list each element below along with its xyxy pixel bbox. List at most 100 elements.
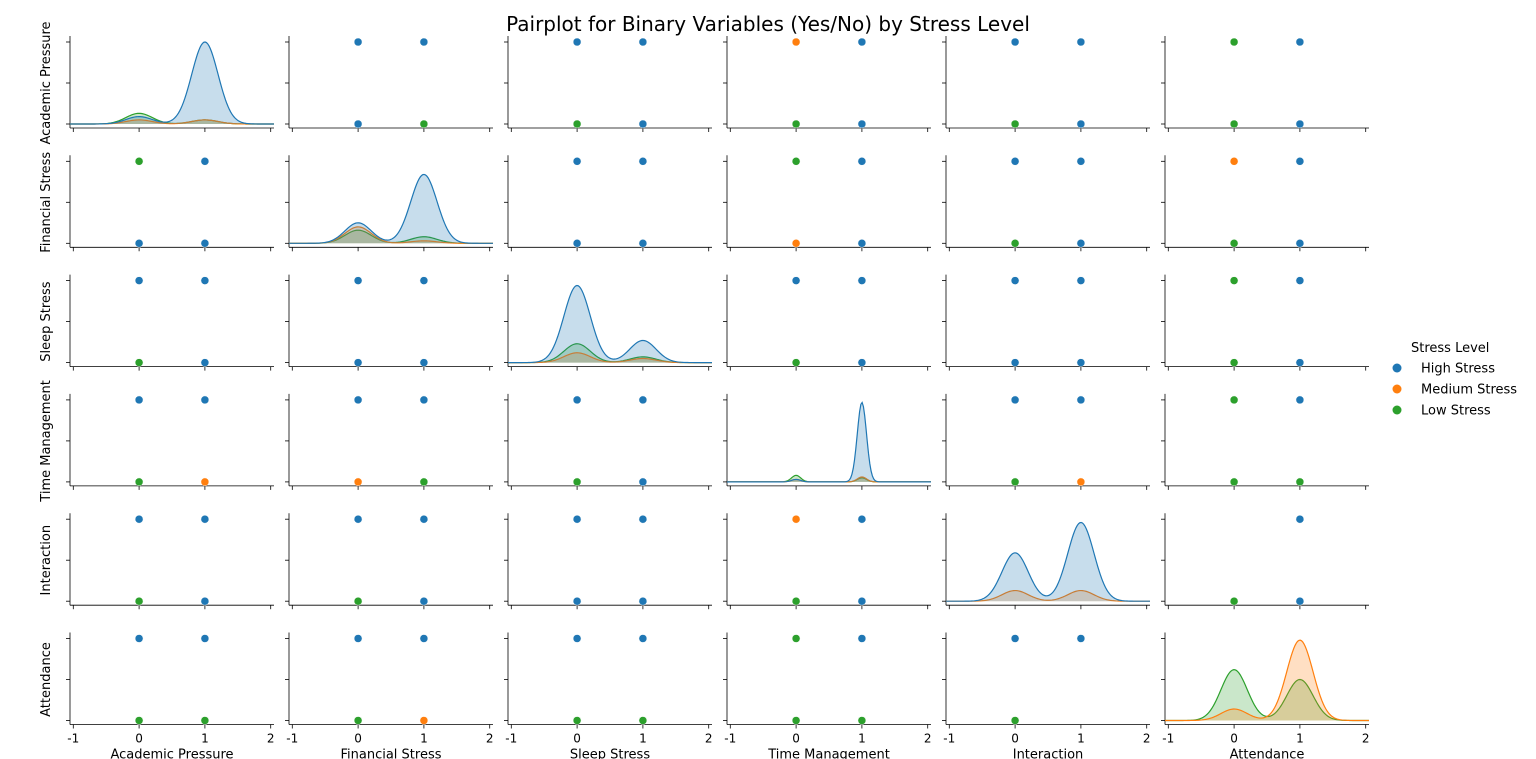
x-tick-label: -1 [724,732,736,746]
scatter-point-low-stress [1229,596,1239,606]
x-tick-label: 0 [354,732,362,746]
panel-academic-pressure-vs-sleep-stress [504,36,712,132]
scatter-point-high-stress [419,514,429,524]
scatter-point-high-stress [419,634,429,643]
scatter-point-low-stress [419,477,429,487]
scatter-point-high-stress [1076,37,1086,47]
scatter-point-high-stress [419,276,429,285]
scatter-point-medium-stress [1229,157,1239,166]
panel-academic-pressure-vs-academic-pressure: Academic Pressure [39,21,274,145]
panel-attendance-vs-interaction: -1 0 1 2 Interaction [942,632,1151,759]
scatter-point-low-stress [791,358,801,367]
legend-label-medium-stress: Medium Stress [1421,383,1517,398]
x-axis-label: Academic Pressure [110,748,233,759]
kde-fill-medium-stress [727,476,931,482]
panel-interaction-vs-time-management [723,513,931,610]
scatter-point-high-stress [419,37,429,47]
scatter-point-high-stress [857,157,867,166]
x-tick-label: 1 [1077,732,1085,746]
scatter-point-medium-stress [419,716,429,725]
panel-sleep-stress-vs-financial-stress [285,274,493,371]
kde-line-high-stress [727,401,931,483]
scatter-point-high-stress [134,239,144,248]
x-tick-label: 0 [135,732,143,746]
scatter-point-low-stress [857,716,867,725]
scatter-point-high-stress [1010,157,1020,166]
kde-line-low-stress [1165,669,1369,722]
panel-interaction-vs-sleep-stress [504,513,712,610]
scatter-point-high-stress [1076,239,1086,248]
scatter-point-high-stress [200,358,210,367]
kde-fill-low-stress [508,343,712,363]
scatter-point-high-stress [857,37,867,47]
x-tick-label: 0 [573,732,581,746]
x-axis-label: Attendance [1230,748,1305,759]
scatter-point-high-stress [1076,634,1086,643]
scatter-point-low-stress [572,119,582,129]
scatter-point-medium-stress [353,477,363,487]
scatter-point-high-stress [857,514,867,524]
panel-interaction-vs-academic-pressure: Interaction [39,513,274,610]
scatter-point-high-stress [134,514,144,524]
x-tick-label: -1 [943,732,955,746]
scatter-point-low-stress [791,596,801,606]
x-tick-label: 0 [1230,732,1238,746]
scatter-point-medium-stress [1076,477,1086,487]
scatter-point-high-stress [1010,395,1020,405]
panel-financial-stress-vs-attendance [1161,155,1369,252]
kde-fill-high-stress [289,174,493,244]
scatter-point-high-stress [857,358,867,367]
scatter-point-low-stress [1295,477,1305,487]
scatter-point-low-stress [572,716,582,725]
panel-sleep-stress-vs-attendance [1161,274,1369,371]
kde-fill-high-stress [727,402,931,482]
kde-line-medium-stress [727,476,931,483]
scatter-point-low-stress [1229,395,1239,405]
kde-fill-high-stress [508,285,712,363]
scatter-point-high-stress [200,596,210,606]
legend-marker-high-stress [1392,363,1402,373]
panel-time-management-vs-time-management [723,393,931,490]
scatter-point-high-stress [1295,596,1305,606]
x-tick-label: 1 [639,732,647,746]
panel-time-management-vs-sleep-stress [504,393,712,490]
panel-academic-pressure-vs-financial-stress [285,36,493,132]
kde-fill-medium-stress [1165,640,1369,721]
scatter-point-high-stress [857,596,867,606]
scatter-point-high-stress [353,634,363,643]
panel-financial-stress-vs-time-management [723,155,931,252]
kde-line-high-stress [70,41,274,125]
scatter-point-high-stress [572,239,582,248]
scatter-point-low-stress [791,634,801,643]
scatter-point-high-stress [638,514,648,524]
scatter-point-high-stress [1295,239,1305,248]
x-tick-label: 2 [1143,732,1151,746]
kde-line-medium-stress [1165,639,1369,722]
x-tick-label: 1 [201,732,209,746]
scatter-point-high-stress [857,239,867,248]
kde-fill-medium-stress [508,352,712,363]
panel-attendance-vs-time-management: -1 0 1 2 Time Management [723,632,932,759]
scatter-point-low-stress [1229,119,1239,129]
scatter-point-high-stress [1010,634,1020,643]
scatter-point-high-stress [638,37,648,47]
scatter-point-high-stress [638,634,648,643]
panel-attendance-vs-attendance: -1 0 1 2 Attendance [1161,632,1370,759]
kde-line-low-stress [727,474,931,483]
scatter-point-high-stress [572,514,582,524]
scatter-point-high-stress [200,395,210,405]
scatter-point-high-stress [857,276,867,285]
x-tick-label: 2 [705,732,713,746]
x-tick-label: -1 [286,732,298,746]
scatter-point-high-stress [572,37,582,47]
scatter-point-low-stress [572,477,582,487]
kde-fill-high-stress [70,42,274,125]
panel-attendance-vs-financial-stress: -1 0 1 2 Financial Stress [285,632,494,759]
scatter-point-high-stress [200,157,210,166]
scatter-point-high-stress [1295,37,1305,47]
scatter-point-high-stress [638,477,648,487]
scatter-point-high-stress [419,596,429,606]
scatter-point-low-stress [1229,477,1239,487]
kde-fill-low-stress [727,475,931,482]
scatter-point-high-stress [1010,358,1020,367]
